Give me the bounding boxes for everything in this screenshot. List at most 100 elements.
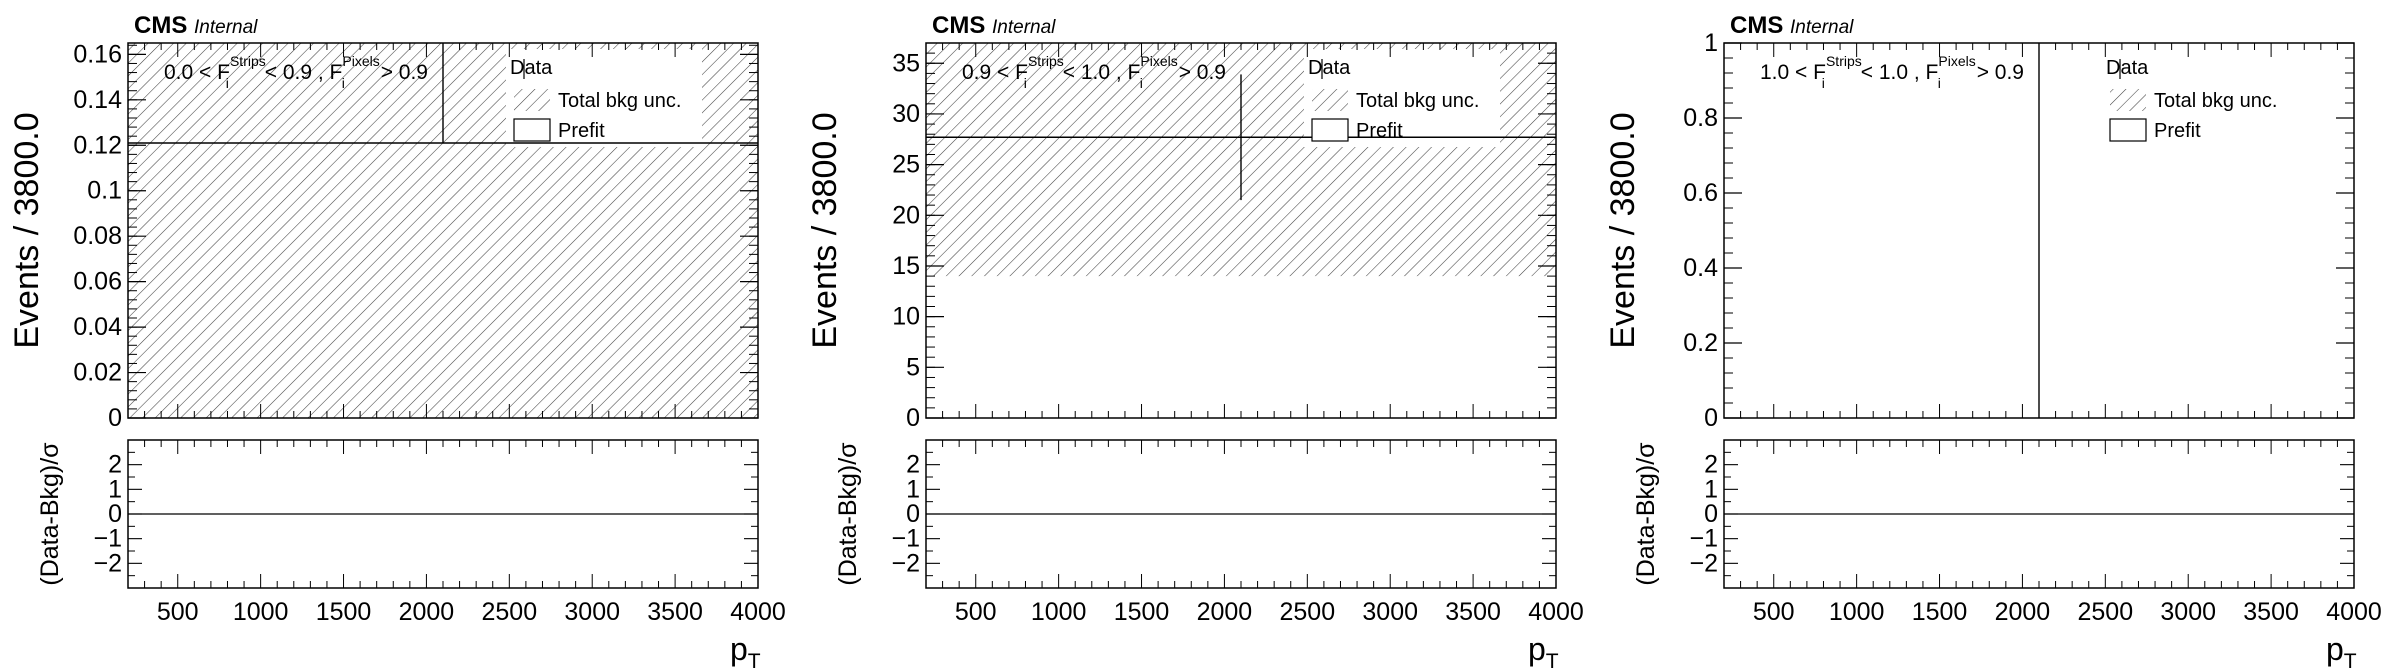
legend-prefit-label: Prefit (1356, 120, 1403, 142)
y-tick-label: 0.08 (73, 222, 122, 250)
y-tick-label: 35 (892, 49, 920, 77)
lt-sign: < (991, 61, 1015, 84)
pixels-sub: i (342, 75, 345, 91)
lt-sign-2: < (1057, 61, 1081, 84)
strips-high: 1.0 (1879, 61, 1908, 84)
status-label: Internal (992, 17, 1056, 38)
legend-unc-swatch (1312, 89, 1348, 111)
x-tick-label: 1500 (1912, 598, 1968, 626)
x-tick-label: 1000 (233, 598, 289, 626)
ratio-y-axis-title: (Data-Bkg)/σ (1632, 442, 1660, 586)
pixels-sub: i (1938, 75, 1941, 91)
pixels-sup: Pixels (1938, 53, 1975, 69)
gt-sign: > (1173, 61, 1197, 84)
x-tick-label: 1000 (1031, 598, 1087, 626)
y-tick-label: 0.06 (73, 268, 122, 296)
y-tick-label: 20 (892, 201, 920, 229)
pixels-sup: Pixels (342, 53, 379, 69)
y-tick-label: 0 (108, 404, 122, 432)
strips-low: 1.0 (1760, 61, 1789, 84)
comma: , (312, 61, 330, 84)
x-tick-label: 4000 (730, 598, 786, 626)
x-tick-label: 1000 (1829, 598, 1885, 626)
strips-sub: i (1822, 75, 1825, 91)
lt-sign: < (193, 61, 217, 84)
x-tick-label: 2500 (2078, 598, 2134, 626)
x-tick-label: 3000 (2160, 598, 2216, 626)
x-axis-subscript: T (1546, 650, 1559, 672)
strips-low: 0.9 (962, 61, 991, 84)
panel-3: 0 0.2 0.4 0.6 0.8 1 Events / 3800.0 CMS Interna… (1604, 12, 2382, 672)
region-label: 1.0 < FStrips i < 1.0 , FPixels i > 0.9 (1760, 53, 2024, 91)
x-axis-symbol: p (2326, 631, 2344, 667)
label-space (187, 12, 194, 39)
legend-unc-swatch (514, 89, 550, 111)
region-label: 0.0 < FStrips i < 0.9 , FPixels i > 0.9 (164, 53, 428, 91)
y-tick-label: 0.2 (1683, 329, 1718, 357)
y-tick-label: 5 (906, 353, 920, 381)
status-label: Internal (1790, 17, 1854, 38)
legend-data-label: Data (1308, 57, 1351, 79)
ratio-tick-label: −2 (891, 549, 920, 577)
lt-sign-2: < (1855, 61, 1879, 84)
strips-symbol: F (217, 61, 230, 84)
x-axis-title: pT (1528, 631, 1559, 672)
y-tick-label: 0.14 (73, 86, 122, 114)
pixels-cut: 0.9 (1197, 61, 1226, 84)
strips-low: 0.0 (164, 61, 193, 84)
label-space (1783, 12, 1790, 39)
strips-sub: i (226, 75, 229, 91)
legend-prefit-swatch (513, 118, 551, 142)
ratio-tick-label: 0 (906, 500, 920, 528)
status-label: Internal (194, 17, 258, 38)
ratio-tick-label: 1 (906, 475, 920, 503)
strips-sup: Strips (1826, 53, 1862, 69)
x-axis-symbol: p (730, 631, 748, 667)
ratio-tick-label: 0 (108, 500, 122, 528)
legend-unc-swatch (2110, 89, 2146, 111)
legend-unc-label: Total bkg unc. (2154, 90, 2277, 112)
y-tick-label: 0.02 (73, 359, 122, 387)
comma: , (1110, 61, 1128, 84)
legend-prefit-label: Prefit (2154, 120, 2201, 142)
cms-label: CMS Internal (1730, 12, 1854, 39)
y-tick-label: 0.16 (73, 40, 122, 68)
strips-sub: i (1024, 75, 1027, 91)
x-tick-label: 500 (955, 598, 997, 626)
x-tick-label: 2000 (1197, 598, 1253, 626)
y-tick-label: 30 (892, 100, 920, 128)
x-tick-label: 2500 (1280, 598, 1336, 626)
ratio-tick-label: 0 (1704, 500, 1718, 528)
ratio-tick-label: −1 (93, 525, 122, 553)
region-label: 0.9 < FStrips i < 1.0 , FPixels i > 0.9 (962, 53, 1226, 91)
ratio-tick-label: −1 (1689, 525, 1718, 553)
legend-unc-label: Total bkg unc. (558, 90, 681, 112)
x-tick-label: 4000 (2326, 598, 2382, 626)
y-tick-label: 0.04 (73, 313, 122, 341)
y-tick-label: 0 (1704, 404, 1718, 432)
x-tick-label: 500 (157, 598, 199, 626)
lt-sign-2: < (259, 61, 283, 84)
pixels-cut: 0.9 (399, 61, 428, 84)
y-tick-label: 0.1 (87, 177, 122, 205)
y-axis-title: Events / 3800.0 (1604, 112, 1642, 348)
y-tick-label: 0 (906, 404, 920, 432)
ratio-tick-label: −2 (1689, 549, 1718, 577)
gt-sign: > (1971, 61, 1995, 84)
ratio-y-axis-title: (Data-Bkg)/σ (834, 442, 862, 586)
ratio-tick-label: −1 (891, 525, 920, 553)
label-space (985, 12, 992, 39)
pixels-cut: 0.9 (1995, 61, 2024, 84)
y-tick-label: 0.12 (73, 131, 122, 159)
lt-sign: < (1789, 61, 1813, 84)
pixels-sup: Pixels (1140, 53, 1177, 69)
cms-label: CMS Internal (932, 12, 1056, 39)
y-tick-label: 0.4 (1683, 254, 1718, 282)
x-axis-subscript: T (748, 650, 761, 672)
x-axis-symbol: p (1528, 631, 1546, 667)
cms-label: CMS Internal (134, 12, 258, 39)
